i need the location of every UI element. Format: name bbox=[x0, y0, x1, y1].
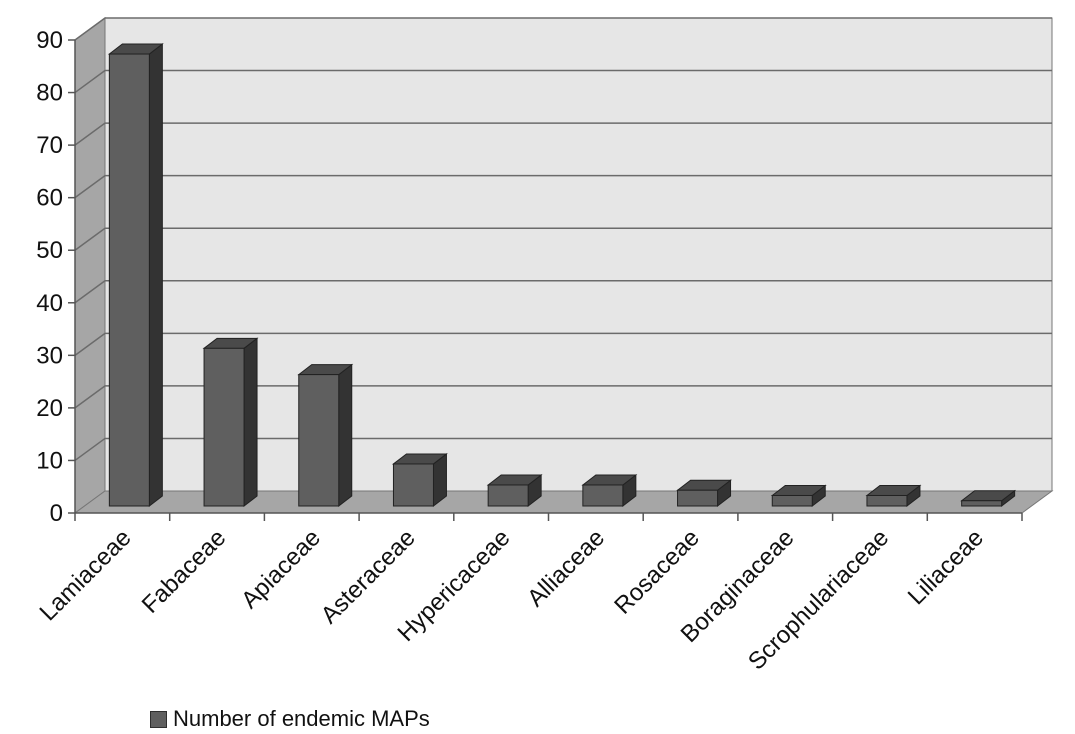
y-tick-label: 60 bbox=[36, 185, 63, 212]
x-tick-label: Asteraceae bbox=[316, 524, 421, 629]
y-tick-label: 0 bbox=[50, 500, 63, 527]
bar-front bbox=[677, 489, 719, 507]
gridline bbox=[74, 69, 1052, 94]
gridline bbox=[74, 385, 1052, 409]
bar-front bbox=[298, 374, 340, 507]
bar-scrophulariaceae bbox=[865, 484, 922, 508]
bar-front bbox=[487, 484, 529, 507]
gridline bbox=[74, 17, 1052, 41]
legend-label: Number of endemic MAPs bbox=[173, 706, 430, 731]
bar-front bbox=[108, 53, 150, 507]
gridline bbox=[74, 227, 1052, 251]
y-tick-label: 50 bbox=[36, 237, 63, 264]
bar-apiaceae bbox=[297, 363, 354, 508]
bar-side bbox=[148, 43, 163, 508]
bar-liliaceae bbox=[960, 489, 1017, 508]
y-axis-tick-labels: 0 10 20 30 40 50 60 70 80 90 bbox=[36, 27, 63, 527]
x-tick-label: Lamiaceae bbox=[34, 524, 136, 626]
y-tick-label: 70 bbox=[36, 132, 63, 159]
bar-front bbox=[203, 347, 245, 507]
gridline bbox=[74, 122, 1052, 146]
bar-rosaceae bbox=[676, 479, 733, 508]
x-tick-label: Alliaceae bbox=[522, 524, 610, 612]
bar-alliaceae bbox=[581, 473, 638, 508]
side-wall bbox=[74, 17, 106, 514]
y-tick-label: 80 bbox=[36, 80, 63, 107]
y-tick-label: 30 bbox=[36, 342, 63, 369]
gridline bbox=[74, 332, 1052, 356]
bar-side bbox=[338, 363, 353, 508]
legend: Number of endemic MAPs bbox=[150, 706, 430, 732]
gridline bbox=[74, 437, 1052, 462]
bar-boraginaceae bbox=[770, 484, 827, 508]
y-tick-label: 40 bbox=[36, 290, 63, 317]
x-tick-label: Apiaceae bbox=[236, 524, 326, 614]
x-tick-label: Liliaceae bbox=[903, 524, 989, 610]
legend-swatch bbox=[150, 710, 167, 728]
bar-fabaceae bbox=[202, 337, 259, 508]
x-tick-label: Rosaceae bbox=[609, 524, 705, 620]
bars bbox=[107, 43, 1017, 508]
gridlines bbox=[74, 17, 1052, 462]
x-axis-tick-labels: Lamiaceae Fabaceae ApiaceaeAsteraceaeHyper… bbox=[34, 524, 988, 675]
bar-front bbox=[392, 463, 434, 507]
y-tick-label: 10 bbox=[36, 447, 63, 474]
y-tick-label: 90 bbox=[36, 27, 63, 54]
back-wall bbox=[104, 17, 1053, 492]
x-tick-label: Fabaceae bbox=[137, 524, 232, 619]
bar-side bbox=[243, 337, 258, 508]
bar-lamiaceae bbox=[107, 43, 164, 508]
chart-walls bbox=[73, 17, 1054, 514]
bar-front bbox=[771, 494, 813, 507]
bar-front bbox=[961, 500, 1003, 507]
y-tick-label: 20 bbox=[36, 395, 63, 422]
gridline bbox=[74, 280, 1052, 304]
bar-front bbox=[866, 494, 908, 507]
bar-front bbox=[582, 484, 624, 507]
bar-asteraceae bbox=[391, 452, 448, 508]
gridline bbox=[74, 174, 1052, 199]
axes bbox=[68, 39, 1023, 521]
bar-hypericaceae bbox=[486, 473, 543, 508]
